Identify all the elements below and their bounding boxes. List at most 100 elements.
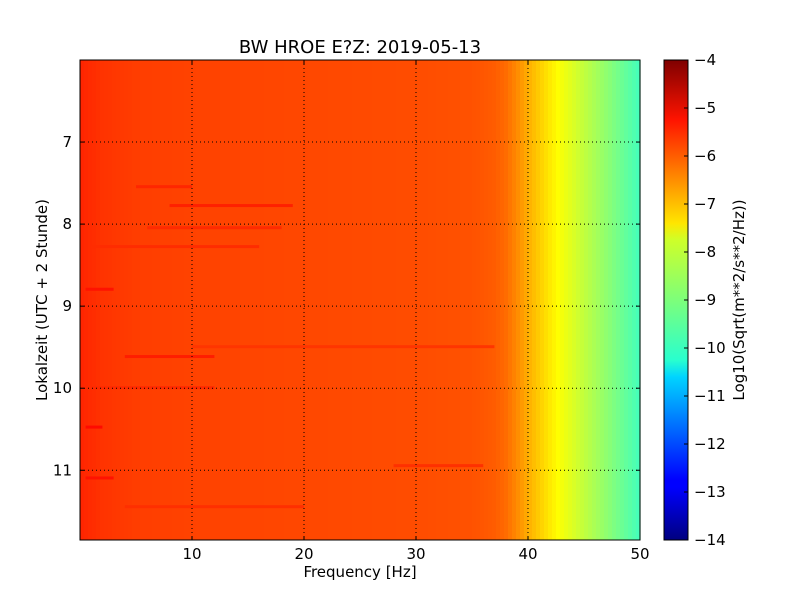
heatmap-column xyxy=(120,60,125,540)
heatmap-streak xyxy=(192,345,495,349)
x-tick-label: 10 xyxy=(182,545,201,563)
colorbar-tick-label: −4 xyxy=(694,51,716,69)
heatmap-column xyxy=(452,60,457,540)
heatmap-streak xyxy=(85,287,114,291)
heatmap-column xyxy=(288,60,293,540)
heatmap-column xyxy=(400,60,405,540)
heatmap-column xyxy=(272,60,277,540)
heatmap-column xyxy=(236,60,241,540)
heatmap-column xyxy=(604,60,609,540)
x-tick-label: 40 xyxy=(518,545,537,563)
heatmap-column xyxy=(268,60,273,540)
heatmap-column xyxy=(444,60,449,540)
heatmap-column xyxy=(472,60,477,540)
heatmap-column xyxy=(264,60,269,540)
heatmap-column xyxy=(476,60,481,540)
heatmap-column xyxy=(180,60,185,540)
heatmap-column xyxy=(92,60,97,540)
heatmap-column xyxy=(580,60,585,540)
heatmap-column xyxy=(500,60,505,540)
heatmap-column xyxy=(144,60,149,540)
heatmap-column xyxy=(152,60,157,540)
heatmap-column xyxy=(304,60,309,540)
heatmap-column xyxy=(376,60,381,540)
heatmap-column xyxy=(244,60,249,540)
heatmap-column xyxy=(112,60,117,540)
x-axis-ticks: 10 20 30 40 50 xyxy=(182,60,650,563)
heatmap-column xyxy=(508,60,513,540)
x-tick-label: 30 xyxy=(406,545,425,563)
heatmap-column xyxy=(424,60,429,540)
colorbar-tick-label: −10 xyxy=(694,339,726,357)
heatmap-column xyxy=(436,60,441,540)
heatmap-column xyxy=(260,60,265,540)
heatmap-column xyxy=(220,60,225,540)
heatmap-column xyxy=(252,60,257,540)
y-tick-label: 7 xyxy=(62,133,72,151)
colorbar-tick-label: −11 xyxy=(694,387,726,405)
heatmap-column xyxy=(480,60,485,540)
heatmap-streak xyxy=(124,355,215,359)
heatmap-column xyxy=(176,60,181,540)
heatmap-column xyxy=(280,60,285,540)
heatmap-column xyxy=(332,60,337,540)
heatmap-column xyxy=(84,60,89,540)
heatmap-column xyxy=(276,60,281,540)
plot-frame xyxy=(79,59,641,541)
heatmap-column xyxy=(556,60,561,540)
heatmap-column xyxy=(612,60,617,540)
heatmap-column xyxy=(200,60,205,540)
heatmap-column xyxy=(588,60,593,540)
heatmap-column xyxy=(348,60,353,540)
heatmap-column xyxy=(212,60,217,540)
heatmap-column xyxy=(204,60,209,540)
chart-title: BW HROE E?Z: 2019-05-13 xyxy=(239,37,481,58)
heatmap-column xyxy=(404,60,409,540)
y-tick-label: 11 xyxy=(53,461,72,479)
heatmap-column xyxy=(320,60,325,540)
colorbar-ticks: −4 −5 −6 −7 −8 −9 −10 −11 −12 −13 −14 xyxy=(684,51,726,549)
heatmap-column xyxy=(496,60,501,540)
heatmap-column xyxy=(324,60,329,540)
heatmap-column xyxy=(96,60,101,540)
heatmap-column xyxy=(380,60,385,540)
heatmap-column xyxy=(216,60,221,540)
colorbar-tick-label: −6 xyxy=(694,147,716,165)
heatmap-column xyxy=(248,60,253,540)
heatmap-column xyxy=(636,60,641,540)
heatmap-column xyxy=(340,60,345,540)
heatmap-column xyxy=(488,60,493,540)
heatmap-column xyxy=(396,60,401,540)
heatmap-column xyxy=(388,60,393,540)
colorbar-tick-label: −5 xyxy=(694,99,716,117)
colorbar-tick-label: −14 xyxy=(694,531,726,549)
heatmap-column xyxy=(516,60,521,540)
heatmap-column xyxy=(484,60,489,540)
heatmap-column xyxy=(316,60,321,540)
heatmap-streak xyxy=(91,245,260,249)
heatmap-column xyxy=(372,60,377,540)
heatmap-column xyxy=(620,60,625,540)
heatmap-column xyxy=(108,60,113,540)
colorbar-label: Log10(Sqrt(m**2/s**2/Hz)) xyxy=(730,199,748,400)
heatmap-column xyxy=(428,60,433,540)
heatmap-column xyxy=(88,60,93,540)
heatmap-column xyxy=(208,60,213,540)
spectrogram-heatmap xyxy=(80,60,641,540)
heatmap-column xyxy=(240,60,245,540)
heatmap-column xyxy=(608,60,613,540)
heatmap-column xyxy=(104,60,109,540)
heatmap-column xyxy=(512,60,517,540)
colorbar-tick-label: −8 xyxy=(694,243,716,261)
heatmap-column xyxy=(360,60,365,540)
heatmap-column xyxy=(432,60,437,540)
heatmap-column xyxy=(80,60,85,540)
heatmap-column xyxy=(232,60,237,540)
heatmap-column xyxy=(344,60,349,540)
grid-lines xyxy=(80,60,640,540)
heatmap-column xyxy=(532,60,537,540)
heatmap-column xyxy=(132,60,137,540)
heatmap-column xyxy=(188,60,193,540)
heatmap-column xyxy=(300,60,305,540)
